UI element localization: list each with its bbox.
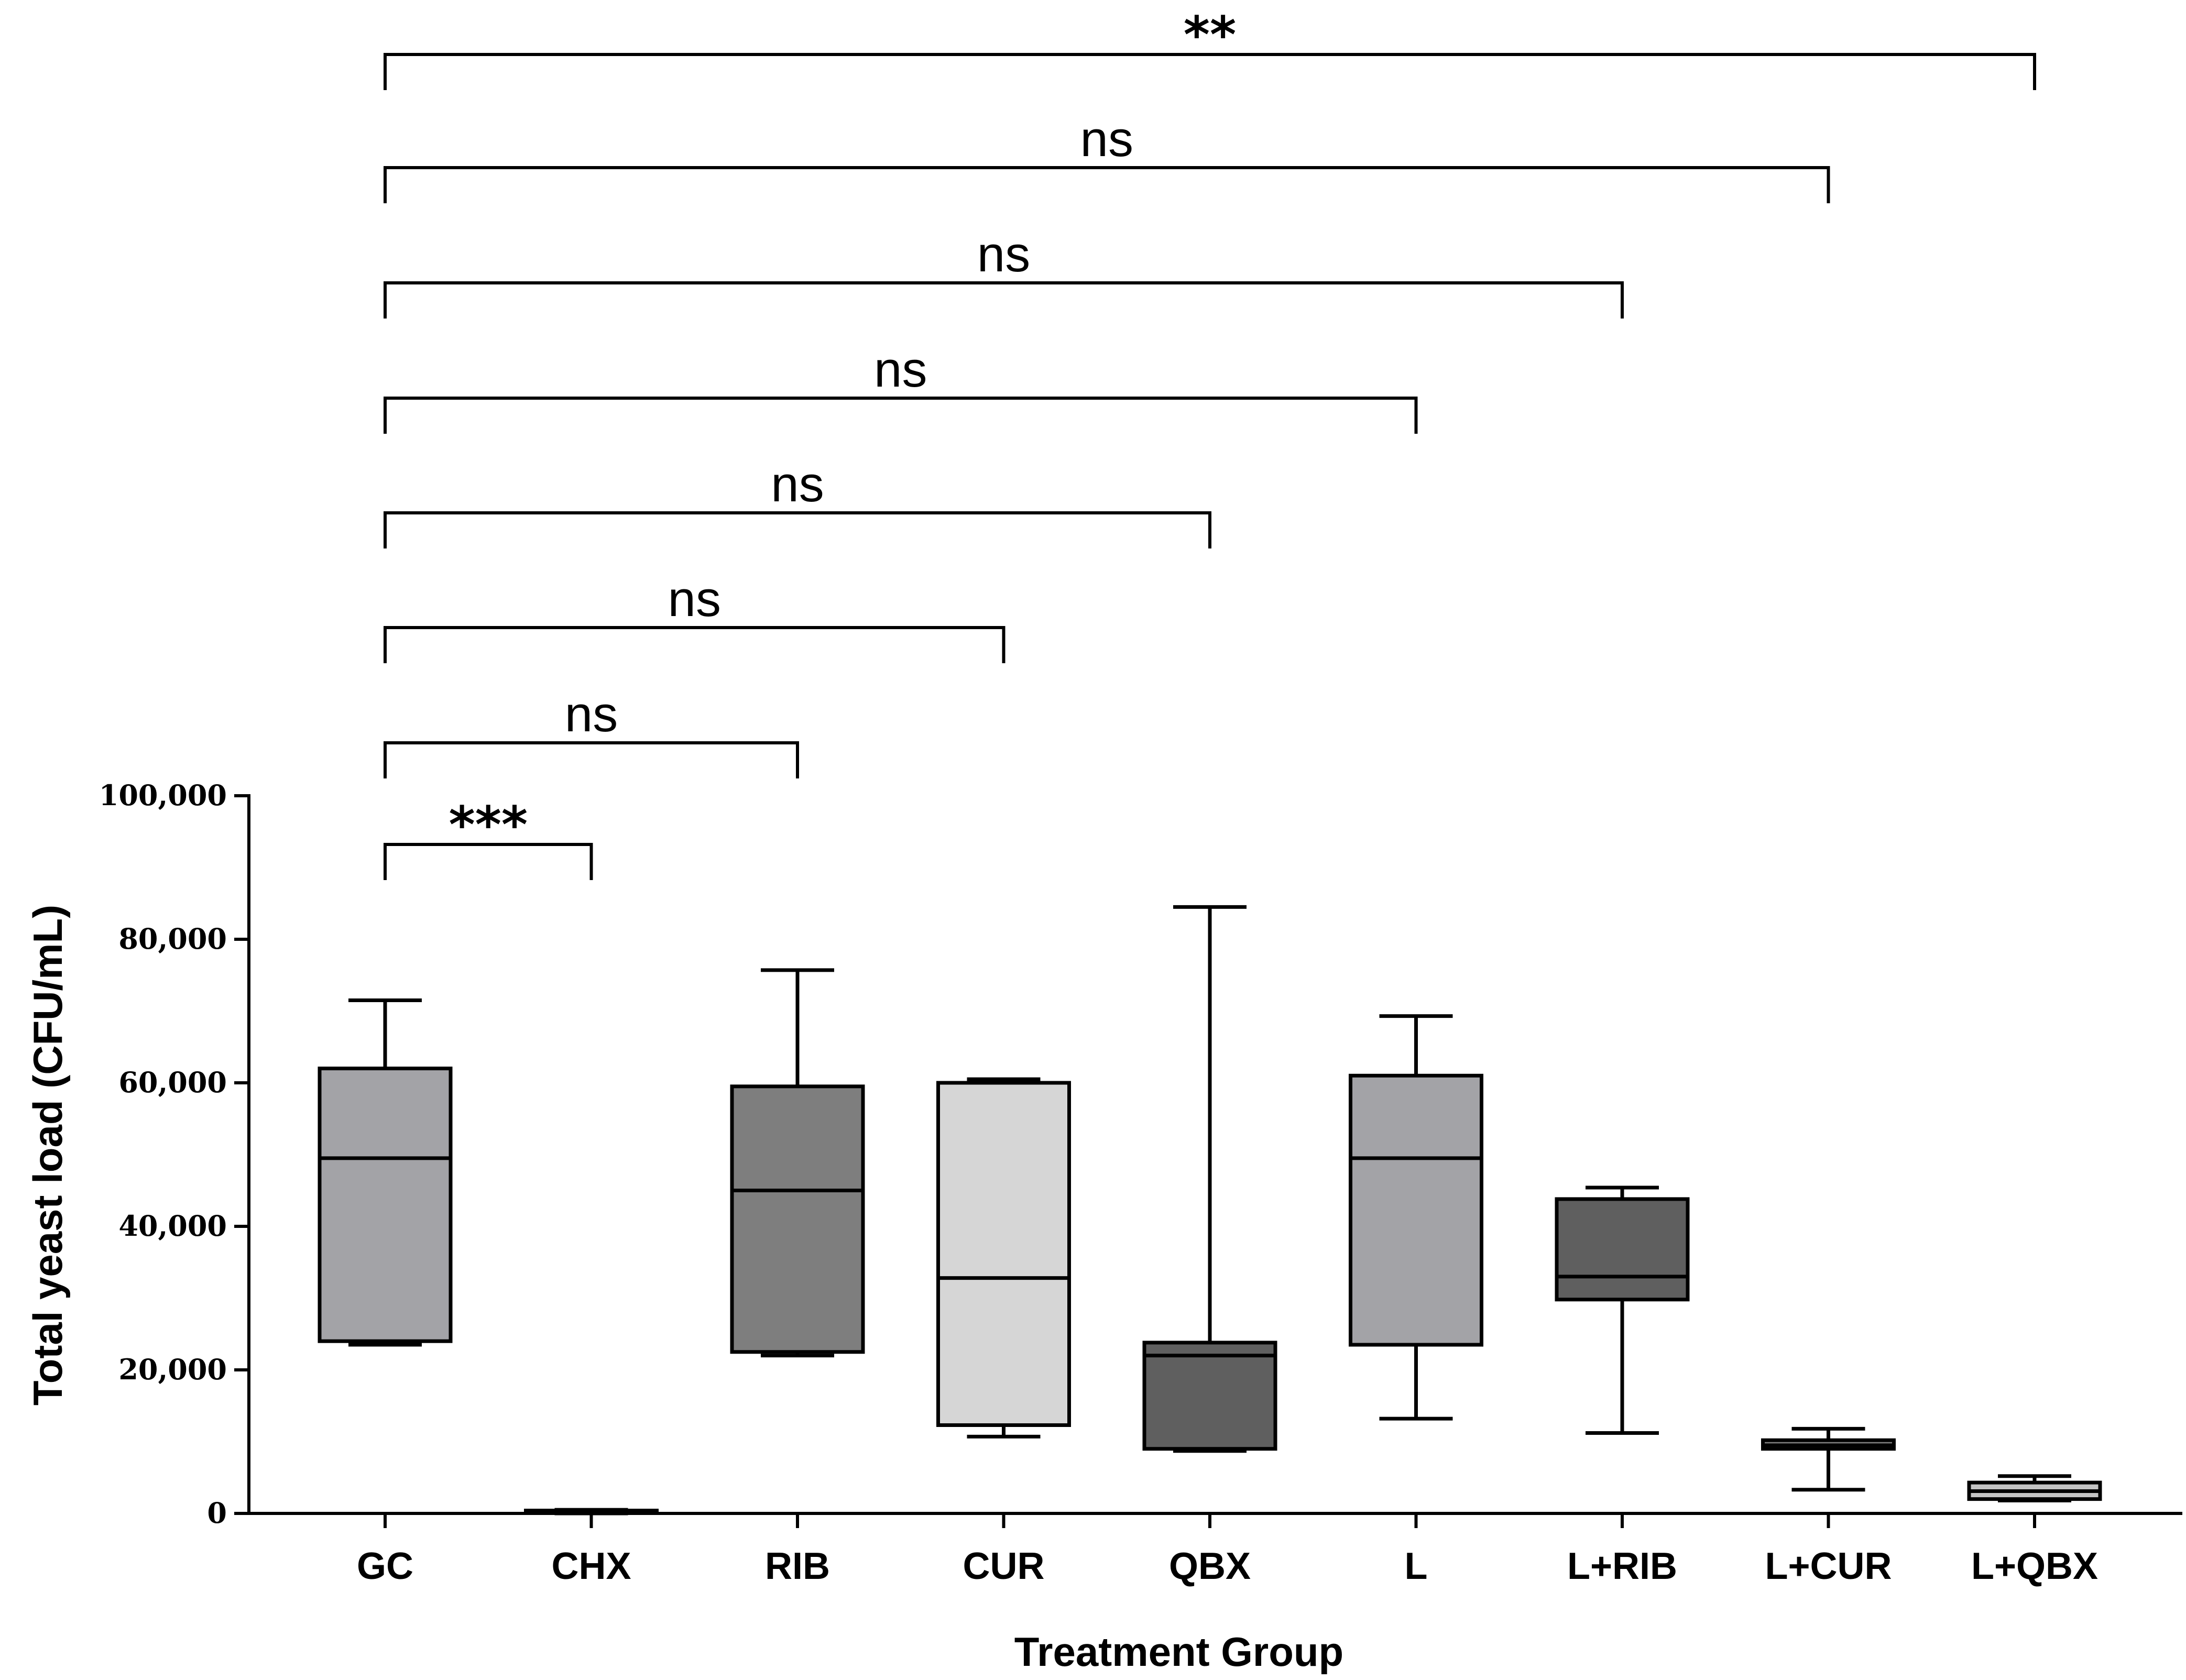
y-tick-label: 40,000 [118, 1209, 227, 1243]
box-l [1349, 1014, 1483, 1421]
comparison-gc-vs-qbx: ns [384, 456, 1211, 548]
y-axis-ticks: 0 20,000 40,000 60,000 80,000 100,000 [99, 778, 249, 1530]
box-qbx [1142, 905, 1277, 1453]
iqr-box [1349, 1073, 1483, 1347]
box-cur [936, 1077, 1071, 1439]
significance-label: ** [1184, 6, 1236, 64]
x-tick-label: L+CUR [1765, 1545, 1892, 1587]
box-plot-boxes [318, 905, 2102, 1516]
x-tick-label: QBX [1169, 1545, 1251, 1587]
significance-label: ns [1080, 111, 1133, 167]
comparison-gc-vs-l-plus-rib: ns [384, 226, 1624, 319]
significance-bracket [384, 511, 1211, 548]
iqr-box [936, 1081, 1071, 1427]
comparison-gc-vs-l-plus-qbx: ** [384, 6, 2036, 90]
significance-bracket [384, 397, 1418, 434]
box-gc [318, 998, 453, 1347]
significance-label: ns [874, 342, 927, 398]
significance-label: ns [977, 226, 1030, 282]
significance-bracket [384, 281, 1624, 319]
y-tick-label: 20,000 [118, 1353, 227, 1386]
iqr-box [1142, 1341, 1277, 1451]
significance-bracket [384, 166, 1830, 203]
box-l-plus-rib [1555, 1185, 1690, 1435]
y-axis-title: Total yeast load (CFU/mL) [25, 905, 71, 1406]
x-tick-label: GC [357, 1545, 413, 1587]
x-tick-label: RIB [765, 1545, 830, 1587]
y-tick-label: 80,000 [118, 922, 227, 956]
x-tick-label: L+QBX [1971, 1545, 2098, 1587]
significance-label: ns [771, 456, 824, 512]
y-tick-label: 0 [207, 1496, 227, 1530]
significance-bracket [384, 53, 2036, 90]
iqr-box [318, 1067, 453, 1343]
comparison-gc-vs-rib: ns [384, 686, 799, 778]
chart-axes [247, 794, 2182, 1515]
significance-bracket [384, 741, 799, 778]
comparison-gc-vs-l: ns [384, 342, 1418, 434]
iqr-box [730, 1084, 865, 1354]
x-tick-label: L [1405, 1545, 1428, 1587]
x-tick-label: L+RIB [1567, 1545, 1677, 1587]
x-axis-title: Treatment Group [1014, 1629, 1343, 1675]
x-tick-label: CUR [963, 1545, 1045, 1587]
significance-label: ns [565, 686, 618, 742]
y-tick-label: 100,000 [99, 778, 227, 812]
box-l-plus-qbx [1967, 1474, 2102, 1502]
x-tick-label: CHX [551, 1545, 631, 1587]
significance-bracket [384, 626, 1005, 663]
comparison-gc-vs-cur: ns [384, 571, 1005, 663]
significance-brackets: *** ns ns ns ns ns ns ** [384, 6, 2036, 880]
box-l-plus-cur [1761, 1426, 1896, 1492]
y-tick-label: 60,000 [118, 1066, 227, 1099]
significance-bracket [384, 843, 593, 880]
iqr-box [1555, 1197, 1690, 1302]
significance-label: ns [668, 571, 721, 627]
comparison-gc-vs-chx: *** [384, 796, 593, 880]
comparison-gc-vs-l-plus-cur: ns [384, 111, 1830, 203]
box-rib [730, 968, 865, 1358]
significance-label: *** [449, 796, 528, 854]
x-axis-ticks: GC CHX RIB CUR QBX L L+RIB L+CUR L+QBX [357, 1513, 2098, 1587]
